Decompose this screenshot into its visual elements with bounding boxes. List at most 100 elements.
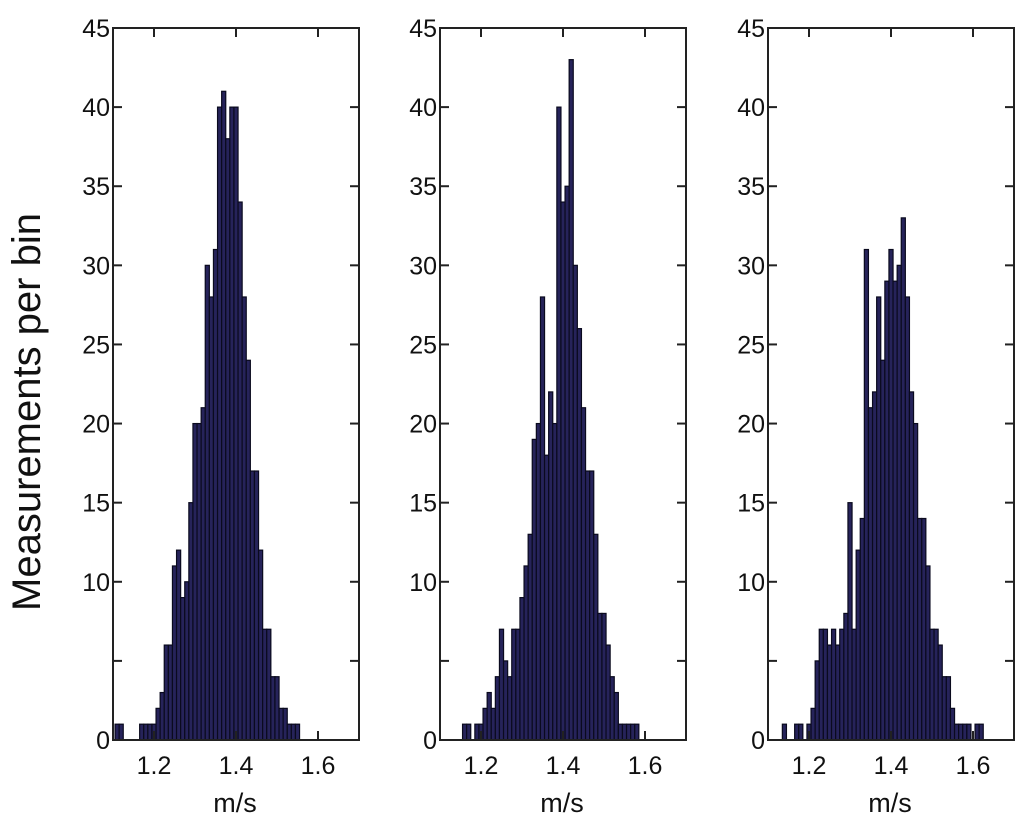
histogram-bar (941, 676, 947, 741)
histogram-bar (974, 723, 980, 741)
histogram-bar (486, 691, 492, 741)
histogram-bar (921, 517, 927, 741)
histogram-bar (143, 723, 149, 741)
histogram-bar (835, 644, 841, 741)
histogram-bar (884, 280, 890, 741)
histogram-bar (843, 612, 849, 741)
histogram-bar (876, 296, 882, 741)
histogram-bar (900, 217, 906, 741)
histogram-bar (888, 248, 894, 741)
histogram-panel-middle: 0 10 15 20 25 30 35 40 45 1.2 1.4 1.6 m/s (409, 15, 687, 818)
x-tick-label: 1.6 (628, 752, 663, 780)
histogram-bar (527, 533, 533, 741)
histogram-bar (851, 628, 857, 741)
histogram-bar (511, 628, 517, 741)
y-tick-label: 35 (409, 173, 437, 201)
histogram-bar (625, 723, 632, 741)
histogram-bar (474, 723, 480, 741)
y-tick-label: 30 (737, 252, 765, 280)
histogram-bar (568, 59, 574, 741)
histogram-bar (184, 581, 190, 741)
histogram-bar (163, 644, 169, 741)
histogram-bar (155, 707, 161, 741)
y-tick-label: 10 (82, 569, 110, 597)
y-tick-label: 25 (82, 331, 110, 359)
histogram-bar (859, 517, 865, 741)
y-tick-label: 40 (409, 94, 437, 122)
histogram-bar (564, 185, 570, 741)
histogram-bar (617, 723, 624, 741)
x-tick-label: 1.4 (546, 752, 581, 780)
histogram-bar (114, 723, 120, 741)
histogram-bar (904, 296, 911, 741)
histogram-bar (826, 644, 833, 741)
x-tick-label: 1.2 (792, 752, 827, 780)
y-tick-label: 25 (737, 331, 765, 359)
histogram-bar (822, 628, 829, 741)
histogram-bar (597, 612, 603, 741)
histogram-bar (482, 707, 488, 741)
histogram-bar (863, 248, 870, 741)
histogram-bar (290, 723, 297, 741)
histogram-bar (167, 644, 174, 741)
histogram-bar (937, 644, 943, 741)
x-tick-label: 1.4 (874, 752, 909, 780)
histogram-bar (830, 628, 837, 741)
histogram-bar (147, 723, 153, 741)
histogram-bar (962, 723, 968, 741)
y-tick-label: 45 (737, 15, 765, 43)
histogram-bar (200, 407, 206, 741)
y-tick-label: 25 (409, 331, 437, 359)
histogram-bar (630, 723, 636, 741)
histogram-bar (282, 707, 288, 741)
histogram-bar (912, 422, 919, 741)
y-tick-label: 40 (82, 94, 110, 122)
histogram-bar (490, 707, 496, 741)
histogram-bar (556, 106, 562, 741)
histogram-bar (237, 201, 243, 741)
histogram-bar (216, 106, 223, 741)
histogram-bar (502, 660, 509, 741)
histogram-bar (814, 660, 820, 741)
histogram-bar (196, 422, 202, 741)
histogram-bar (233, 106, 239, 741)
histogram-bar (945, 676, 952, 741)
y-tick-label: 20 (82, 411, 110, 439)
histogram-bar (294, 723, 301, 741)
histogram-bar (257, 549, 264, 741)
histogram-bar (535, 422, 542, 741)
histogram-bar (192, 422, 198, 741)
histogram-bar (798, 723, 804, 741)
x-tick-label: 1.2 (464, 752, 499, 780)
histogram-bar (908, 391, 915, 741)
y-tick-label: 15 (737, 490, 765, 518)
histogram-bar (539, 296, 546, 741)
x-axis-label: m/s (213, 788, 257, 818)
histogram-bar (266, 628, 272, 741)
histogram-bar (159, 691, 165, 741)
histogram-bar (531, 438, 537, 741)
histogram-bar (867, 407, 874, 741)
x-axis-label: m/s (540, 788, 584, 818)
histogram-bar (572, 264, 578, 741)
histogram-panel-left: 0 10 15 20 25 30 35 40 45 1.2 1.4 1.6 m/s (82, 15, 360, 818)
histogram-bar (917, 517, 923, 741)
histogram-bar (958, 723, 964, 741)
histogram-bar (580, 407, 587, 741)
y-tick-label: 45 (409, 15, 437, 43)
y-tick-label: 10 (409, 569, 437, 597)
histogram-bar (241, 296, 247, 741)
histogram-bar (847, 502, 853, 741)
histogram-bar (871, 391, 878, 741)
histogram-bar (953, 723, 960, 741)
histogram-bar (605, 644, 611, 741)
histogram-bar (507, 676, 513, 741)
y-tick-label: 35 (737, 173, 765, 201)
histogram-bar (634, 723, 640, 741)
histogram-bar (810, 707, 816, 741)
y-tick-label: 45 (82, 15, 110, 43)
histogram-bar (978, 723, 984, 741)
histogram-bar (933, 628, 939, 741)
histogram-bar (949, 707, 956, 741)
